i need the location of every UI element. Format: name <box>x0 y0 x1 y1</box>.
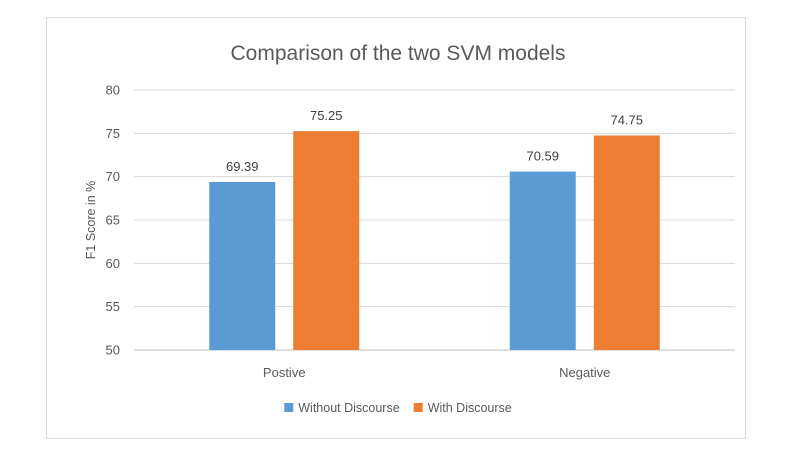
legend-item: Without Discourse <box>284 401 400 415</box>
legend-label: With Discourse <box>428 401 512 415</box>
legend-label: Without Discourse <box>298 401 399 415</box>
x-tick-label: Postive <box>263 365 306 380</box>
legend-swatch <box>284 403 294 412</box>
y-tick-label: 75 <box>106 126 120 141</box>
data-label: 69.39 <box>226 159 259 174</box>
legend-swatch <box>413 403 423 412</box>
x-tick-label: Negative <box>559 365 610 380</box>
y-tick-label: 70 <box>106 169 120 184</box>
legend: Without Discourse With Discourse <box>284 401 512 415</box>
y-axis-label: F1 Score in % <box>84 181 98 260</box>
bar-1-1 <box>593 135 660 350</box>
y-axis-ticks: 50 55 60 65 70 75 80 <box>106 83 120 358</box>
y-tick-label: 60 <box>106 256 120 271</box>
y-tick-label: 65 <box>106 213 120 228</box>
bar-1-0 <box>293 131 360 350</box>
bars <box>209 131 660 350</box>
data-labels: 69.39 75.25 70.59 74.75 <box>226 108 643 174</box>
bar-0-0 <box>209 181 276 350</box>
bar-0-1 <box>509 171 576 350</box>
data-label: 70.59 <box>526 149 559 164</box>
chart-title: Comparison of the two SVM models <box>231 42 566 65</box>
y-tick-label: 55 <box>106 299 120 314</box>
x-axis-ticks: Postive Negative <box>263 365 610 380</box>
legend-item: With Discourse <box>413 401 512 415</box>
data-label: 75.25 <box>310 108 343 123</box>
y-tick-label: 80 <box>106 83 120 98</box>
y-tick-label: 50 <box>106 343 120 358</box>
data-label: 74.75 <box>610 113 643 128</box>
